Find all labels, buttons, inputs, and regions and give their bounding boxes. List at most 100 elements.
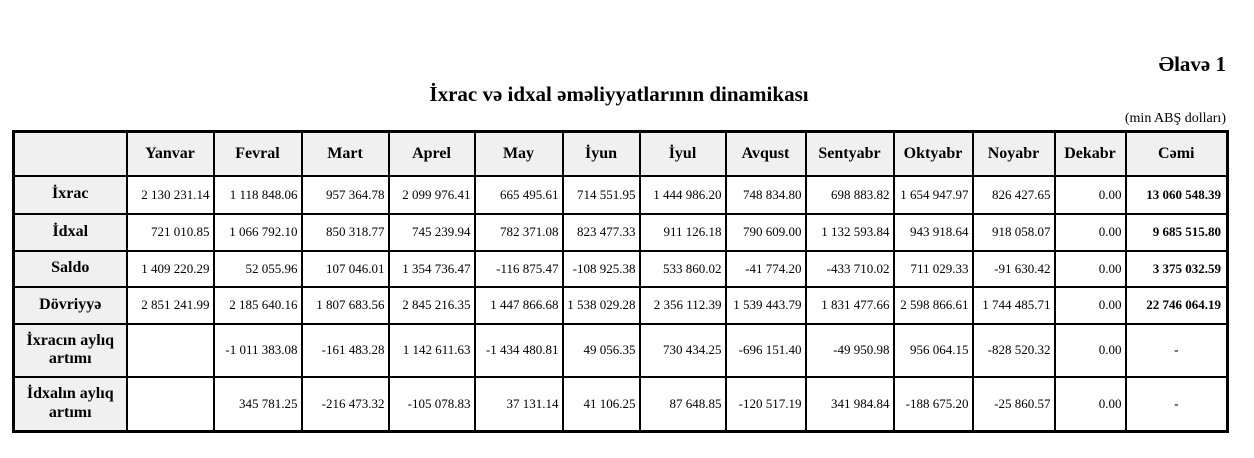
value-cell: 1 132 593.84	[804, 212, 895, 252]
value-cell: 2 356 112.39	[638, 285, 727, 325]
value-cell: 1 538 029.28	[561, 285, 641, 325]
total-cell: -	[1124, 375, 1229, 433]
value-cell: 1 409 220.29	[125, 249, 215, 288]
value-cell: 745 239.94	[387, 212, 476, 252]
value-cell: -216 473.32	[300, 375, 390, 433]
value-cell: 826 427.65	[971, 174, 1056, 215]
value-cell: 1 744 485.71	[971, 285, 1056, 325]
total-cell: 13 060 548.39	[1124, 174, 1229, 215]
total-cell: 22 746 064.19	[1124, 285, 1229, 325]
value-cell: -161 483.28	[300, 322, 390, 378]
column-header-7: İyul	[638, 130, 727, 177]
table-row: İxracın aylıq artımı -1 011 383.08 -161 48…	[12, 322, 1229, 378]
value-cell: 52 055.96	[212, 249, 303, 288]
dynamics-table: Yanvar Fevral Mart Aprel May İyun İyul Avqust Se…	[12, 130, 1229, 433]
value-cell: 2 845 216.35	[387, 285, 476, 325]
value-cell: 1 066 792.10	[212, 212, 303, 252]
value-cell: 2 598 866.61	[892, 285, 974, 325]
value-cell: -188 675.20	[892, 375, 974, 433]
value-cell: -120 517.19	[724, 375, 807, 433]
table-row: Saldo 1 409 220.29 52 055.96 107 046.01 1 35…	[12, 249, 1229, 288]
row-label-6: İdxalın aylıq artımı	[12, 375, 128, 433]
value-cell: 790 609.00	[724, 212, 807, 252]
row-label-4: Dövriyyə	[12, 285, 128, 325]
value-cell: 850 318.77	[300, 212, 390, 252]
row-label-1: İxrac	[12, 174, 128, 215]
value-cell: 1 444 986.20	[638, 174, 727, 215]
value-cell: 2 185 640.16	[212, 285, 303, 325]
column-header-10: Oktyabr	[892, 130, 974, 177]
value-cell: -433 710.02	[804, 249, 895, 288]
value-cell: -91 630.42	[971, 249, 1056, 288]
value-cell: 533 860.02	[638, 249, 727, 288]
value-cell: 918 058.07	[971, 212, 1056, 252]
value-cell: -1 011 383.08	[212, 322, 303, 378]
value-cell: 41 106.25	[561, 375, 641, 433]
unit-note: (min ABŞ dolları)	[1124, 111, 1226, 126]
value-cell: 1 654 947.97	[892, 174, 974, 215]
value-cell: 0.00	[1053, 375, 1127, 433]
value-cell	[125, 375, 215, 433]
value-cell: 37 131.14	[473, 375, 564, 433]
table-row: İxrac 2 130 231.14 1 118 848.06 957 364.78 2…	[12, 174, 1229, 215]
value-cell: 1 539 443.79	[724, 285, 807, 325]
value-cell: 721 010.85	[125, 212, 215, 252]
value-cell: 2 851 241.99	[125, 285, 215, 325]
row-label-2: İdxal	[12, 212, 128, 252]
value-cell: 1 118 848.06	[212, 174, 303, 215]
value-cell: 711 029.33	[892, 249, 974, 288]
value-cell: 0.00	[1053, 249, 1127, 288]
value-cell: 665 495.61	[473, 174, 564, 215]
value-cell: 107 046.01	[300, 249, 390, 288]
corner-cell	[12, 130, 128, 177]
table-row: İdxalın aylıq artımı 345 781.25 -216 473.3…	[12, 375, 1229, 433]
total-cell: 9 685 515.80	[1124, 212, 1229, 252]
value-cell	[125, 322, 215, 378]
value-cell: 1 807 683.56	[300, 285, 390, 325]
value-cell: -828 520.32	[971, 322, 1056, 378]
value-cell: 49 056.35	[561, 322, 641, 378]
value-cell: 714 551.95	[561, 174, 641, 215]
value-cell: 345 781.25	[212, 375, 303, 433]
value-cell: -105 078.83	[387, 375, 476, 433]
column-header-6: İyun	[561, 130, 641, 177]
value-cell: 87 648.85	[638, 375, 727, 433]
column-header-11: Noyabr	[971, 130, 1056, 177]
value-cell: -1 434 480.81	[473, 322, 564, 378]
value-cell: 957 364.78	[300, 174, 390, 215]
value-cell: 1 447 866.68	[473, 285, 564, 325]
value-cell: 0.00	[1053, 212, 1127, 252]
value-cell: -108 925.38	[561, 249, 641, 288]
value-cell: 2 099 976.41	[387, 174, 476, 215]
value-cell: -25 860.57	[971, 375, 1056, 433]
value-cell: 698 883.82	[804, 174, 895, 215]
value-cell: 730 434.25	[638, 322, 727, 378]
table-header: Yanvar Fevral Mart Aprel May İyun İyul Avqust Se…	[12, 130, 1229, 177]
annex-label: Əlavə 1	[1158, 52, 1226, 76]
table-row: İdxal 721 010.85 1 066 792.10 850 318.77 745…	[12, 212, 1229, 252]
value-cell: 341 984.84	[804, 375, 895, 433]
page-title: İxrac və idxal əməliyyatlarının dinamika…	[429, 82, 809, 106]
column-header-1: Yanvar	[125, 130, 215, 177]
column-header-13: Cəmi	[1124, 130, 1229, 177]
value-cell: 943 918.64	[892, 212, 974, 252]
column-header-2: Fevral	[212, 130, 303, 177]
value-cell: 0.00	[1053, 285, 1127, 325]
column-header-4: Aprel	[387, 130, 476, 177]
table-body: İxrac 2 130 231.14 1 118 848.06 957 364.78 2…	[12, 174, 1229, 433]
column-header-8: Avqust	[724, 130, 807, 177]
header-row: Yanvar Fevral Mart Aprel May İyun İyul Avqust Se…	[12, 130, 1229, 177]
table-row: Dövriyyə 2 851 241.99 2 185 640.16 1 807 68…	[12, 285, 1229, 325]
column-header-9: Sentyabr	[804, 130, 895, 177]
value-cell: 0.00	[1053, 322, 1127, 378]
value-cell: 782 371.08	[473, 212, 564, 252]
value-cell: 1 354 736.47	[387, 249, 476, 288]
row-label-5: İxracın aylıq artımı	[12, 322, 128, 378]
value-cell: 956 064.15	[892, 322, 974, 378]
total-cell: -	[1124, 322, 1229, 378]
total-cell: 3 375 032.59	[1124, 249, 1229, 288]
value-cell: 823 477.33	[561, 212, 641, 252]
value-cell: 911 126.18	[638, 212, 727, 252]
row-label-3: Saldo	[12, 249, 128, 288]
value-cell: -696 151.40	[724, 322, 807, 378]
